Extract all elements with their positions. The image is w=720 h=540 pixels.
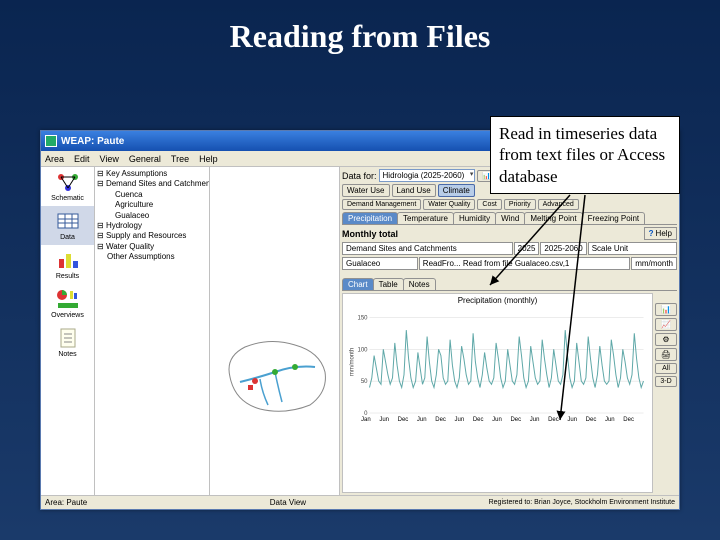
tree-item[interactable]: ⊟ Water Quality — [97, 242, 207, 252]
app-logo-icon — [45, 135, 57, 147]
timeseries-chart: 050100150mm/month — [343, 307, 652, 417]
slide-title: Reading from Files — [0, 18, 720, 55]
nav-schematic[interactable]: Schematic — [41, 167, 94, 206]
svg-text:50: 50 — [361, 379, 368, 385]
tree-item[interactable]: Other Assumptions — [97, 252, 207, 262]
menu-area[interactable]: Area — [45, 154, 64, 164]
chart-area: Precipitation (monthly) 050100150mm/mont… — [342, 293, 653, 493]
tree-panel: ⊟ Key Assumptions ⊟ Demand Sites and Cat… — [95, 167, 210, 495]
view-tabs: Chart Table Notes — [342, 278, 677, 291]
chart-opt-icon[interactable]: ⚙ — [655, 333, 677, 346]
grid-header-range: 2025-2060 — [540, 242, 586, 255]
nav-results[interactable]: Results — [41, 245, 94, 284]
nav-data-label: Data — [60, 234, 75, 241]
chart-xaxis: JanJunDecJunDecJunDecJunDecJunDecJunDecJ… — [343, 417, 652, 423]
menu-help[interactable]: Help — [199, 154, 218, 164]
tab-humidity[interactable]: Humidity — [453, 212, 496, 224]
nav-overviews[interactable]: Overviews — [41, 284, 94, 323]
subcat-priority[interactable]: Priority — [504, 199, 536, 210]
chart-3d-button[interactable]: 3-D — [655, 376, 677, 387]
svg-text:100: 100 — [357, 347, 368, 353]
status-area: Area: Paute — [45, 498, 87, 507]
subcat-advanced[interactable]: Advanced — [538, 199, 579, 210]
view-tab-table[interactable]: Table — [373, 278, 404, 290]
subcat-demand[interactable]: Demand Management — [342, 199, 421, 210]
grid-header-year[interactable]: 2025 — [514, 242, 540, 255]
section-label: Monthly total — [342, 229, 398, 239]
chart-opt-icon[interactable]: 🖨 — [655, 348, 677, 361]
tree-item[interactable]: ⊟ Hydrology — [97, 221, 207, 231]
status-registration: Registered to: Brian Joyce, Stockholm En… — [489, 499, 675, 506]
svg-text:150: 150 — [357, 315, 368, 321]
grid-row-unit[interactable]: mm/month — [631, 257, 677, 270]
data-entry-panel: Data for: Hidrologia (2025-2060) 📊 Manag… — [340, 167, 679, 495]
schematic-icon — [55, 171, 81, 193]
tree-item[interactable]: ⊟ Demand Sites and Catchments — [97, 179, 207, 189]
help-button[interactable]: ?Help — [644, 227, 677, 240]
tab-melting[interactable]: Melting Point — [524, 212, 582, 224]
category-climate[interactable]: Climate — [438, 184, 475, 197]
svg-text:mm/month: mm/month — [350, 348, 356, 376]
tab-temperature[interactable]: Temperature — [397, 212, 454, 224]
expression-field[interactable]: ReadFro... Read from file Gualaceo.csv,1 — [419, 257, 630, 270]
view-tab-chart[interactable]: Chart — [342, 278, 374, 290]
variable-tabs: Precipitation Temperature Humidity Wind … — [342, 212, 677, 225]
view-tab-notes[interactable]: Notes — [403, 278, 436, 290]
status-view: Data View — [270, 498, 306, 507]
category-water-use[interactable]: Water Use — [342, 184, 390, 197]
left-nav: Schematic Data Results Overviews Notes — [41, 167, 95, 495]
menu-general[interactable]: General — [129, 154, 161, 164]
tree-item[interactable]: ⊟ Supply and Resources — [97, 231, 207, 241]
tab-wind[interactable]: Wind — [495, 212, 525, 224]
map-icon — [210, 167, 340, 497]
tab-freezing[interactable]: Freezing Point — [582, 212, 646, 224]
nav-results-label: Results — [56, 273, 79, 280]
scenario-dropdown[interactable]: Hidrologia (2025-2060) — [379, 169, 476, 182]
menu-edit[interactable]: Edit — [74, 154, 90, 164]
notes-icon — [55, 327, 81, 349]
grid-row-name[interactable]: Gualaceo — [342, 257, 418, 270]
menu-view[interactable]: View — [100, 154, 119, 164]
subcat-cost[interactable]: Cost — [477, 199, 501, 210]
nav-overviews-label: Overviews — [51, 312, 84, 319]
tree-item[interactable]: Agriculture — [97, 200, 207, 210]
tree-item[interactable]: Gualaceo — [97, 211, 207, 221]
grid-header-scale: Scale Unit — [588, 242, 677, 255]
category-land-use[interactable]: Land Use — [392, 184, 436, 197]
nav-schematic-label: Schematic — [51, 195, 84, 202]
nav-notes[interactable]: Notes — [41, 323, 94, 362]
callout-box: Read in timeseries data from text files … — [490, 116, 680, 194]
overviews-icon — [55, 288, 81, 310]
nav-notes-label: Notes — [58, 351, 76, 358]
menu-tree[interactable]: Tree — [171, 154, 189, 164]
chart-all-button[interactable]: All — [655, 363, 677, 374]
status-bar: Area: Paute Data View Registered to: Bri… — [41, 495, 679, 509]
subcat-quality[interactable]: Water Quality — [423, 199, 475, 210]
chart-title: Precipitation (monthly) — [343, 294, 652, 307]
tab-precipitation[interactable]: Precipitation — [342, 212, 398, 224]
tree-item[interactable]: Cuenca — [97, 190, 207, 200]
results-icon — [55, 249, 81, 271]
grid-header-branch: Demand Sites and Catchments — [342, 242, 513, 255]
data-icon — [55, 210, 81, 232]
chart-opt-icon[interactable]: 📈 — [655, 318, 677, 331]
nav-data[interactable]: Data — [41, 206, 94, 245]
tree-item[interactable]: ⊟ Key Assumptions — [97, 169, 207, 179]
data-for-label: Data for: — [342, 171, 377, 181]
window-title: WEAP: Paute — [61, 136, 124, 147]
help-icon: ? — [649, 229, 654, 238]
chart-opt-icon[interactable]: 📊 — [655, 303, 677, 316]
map-panel[interactable] — [210, 167, 340, 495]
